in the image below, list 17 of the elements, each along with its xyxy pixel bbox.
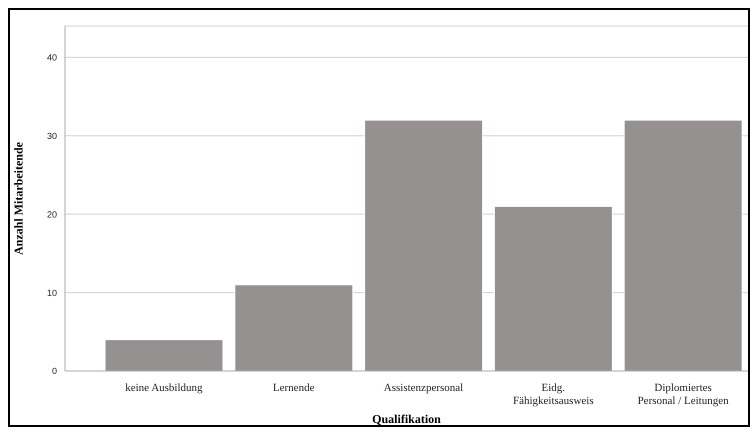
x-tick-label: Assistenzpersonal	[384, 382, 464, 394]
bar	[494, 206, 613, 371]
bar	[104, 339, 224, 371]
x-axis-title: Qualifikation	[372, 412, 442, 426]
x-tick-label: Diplomiertes Personal / Leitungen	[638, 382, 730, 407]
x-tick-label: Lernende	[272, 382, 315, 394]
y-tick-label: 0	[52, 366, 57, 376]
bar	[234, 284, 354, 371]
x-tick-label: Eidg. Fähigkeitsausweis	[512, 382, 594, 407]
x-tick-label: keine Ausbildung	[125, 382, 204, 394]
bar	[364, 120, 484, 371]
y-tick-label: 20	[46, 209, 57, 220]
y-tick-label: 10	[46, 288, 57, 298]
bar	[624, 120, 743, 371]
y-tick-label: 30	[46, 130, 57, 141]
y-axis-title: Anzahl Mitarbeitende	[11, 141, 26, 255]
y-tick-label: 40	[46, 52, 57, 63]
